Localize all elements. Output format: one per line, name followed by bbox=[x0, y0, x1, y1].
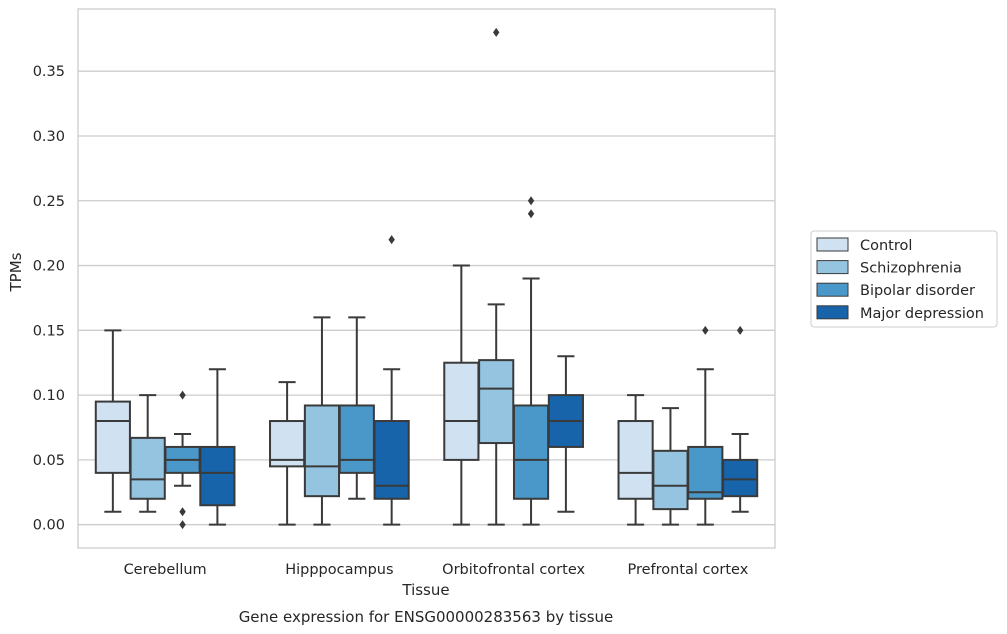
box-group bbox=[512, 196, 550, 526]
box-group bbox=[687, 325, 724, 526]
box bbox=[443, 361, 480, 461]
box-group bbox=[617, 394, 654, 526]
y-axis-label: TPMs bbox=[7, 252, 25, 292]
legend-label: Schizophrenia bbox=[860, 261, 962, 277]
legend-swatch bbox=[816, 260, 849, 275]
x-tick-label: Orbitofrontal cortex bbox=[442, 562, 585, 578]
outlier-point bbox=[179, 507, 186, 517]
legend-swatch bbox=[816, 305, 849, 320]
box-group bbox=[303, 316, 341, 526]
box bbox=[94, 400, 131, 474]
y-tick-label: 0.15 bbox=[33, 323, 65, 339]
box bbox=[129, 436, 166, 500]
x-tick-label: Hipppocampus bbox=[285, 562, 393, 578]
legend-label: Control bbox=[860, 238, 912, 254]
y-axis-ticks: 0.00 0.05 0.10 0.15 0.20 0.25 0.30 0.35 bbox=[33, 64, 65, 533]
y-tick-label: 0.05 bbox=[33, 453, 65, 469]
x-tick-label: Cerebellum bbox=[124, 562, 207, 578]
box bbox=[722, 458, 759, 498]
outlier-point bbox=[179, 520, 186, 530]
box bbox=[269, 420, 306, 468]
box bbox=[687, 445, 724, 500]
outlier-point bbox=[493, 27, 500, 37]
box bbox=[303, 404, 341, 498]
x-axis-label: Tissue bbox=[401, 581, 449, 599]
box bbox=[338, 404, 375, 474]
box-group bbox=[373, 235, 410, 526]
box bbox=[617, 420, 654, 500]
y-tick-label: 0.00 bbox=[33, 518, 65, 534]
box-group bbox=[722, 325, 759, 513]
legend-swatch bbox=[816, 237, 849, 252]
y-tick-label: 0.25 bbox=[33, 194, 65, 210]
box-group bbox=[199, 368, 236, 526]
box bbox=[652, 449, 689, 511]
box-group bbox=[164, 390, 201, 530]
box bbox=[478, 359, 515, 445]
y-tick-label: 0.30 bbox=[33, 129, 65, 145]
chart-caption: Gene expression for ENSG00000283563 by t… bbox=[239, 608, 614, 626]
box bbox=[512, 404, 550, 500]
box bbox=[199, 445, 236, 507]
outlier-point bbox=[388, 235, 395, 245]
outlier-point bbox=[527, 209, 535, 219]
legend-label: Major depression bbox=[860, 306, 984, 322]
y-tick-label: 0.20 bbox=[33, 259, 65, 275]
legend-frame bbox=[810, 230, 998, 328]
box-group bbox=[443, 264, 480, 526]
box-group bbox=[478, 27, 515, 526]
box-group bbox=[652, 407, 689, 526]
box-plots bbox=[94, 27, 759, 530]
y-tick-label: 0.35 bbox=[33, 64, 65, 80]
box-group bbox=[269, 381, 306, 526]
x-tick-label: Prefrontal cortex bbox=[627, 562, 748, 578]
legend: Control Schizophrenia Bipolar disorder Majo… bbox=[810, 230, 998, 328]
plot-frame bbox=[77, 8, 776, 549]
legend-swatch bbox=[816, 282, 849, 297]
outlier-point bbox=[179, 390, 186, 400]
outlier-point bbox=[736, 325, 744, 335]
box-group bbox=[547, 355, 584, 513]
box-group bbox=[94, 329, 131, 513]
outlier-point bbox=[702, 325, 709, 335]
box-group bbox=[129, 394, 166, 513]
x-axis-ticks: Cerebellum Hipppocampus Orbitofrontal cort… bbox=[124, 562, 749, 578]
outlier-point bbox=[527, 196, 535, 206]
box-group bbox=[338, 316, 375, 500]
box bbox=[373, 420, 410, 500]
y-tick-label: 0.10 bbox=[33, 388, 65, 404]
legend-label: Bipolar disorder bbox=[860, 283, 975, 299]
